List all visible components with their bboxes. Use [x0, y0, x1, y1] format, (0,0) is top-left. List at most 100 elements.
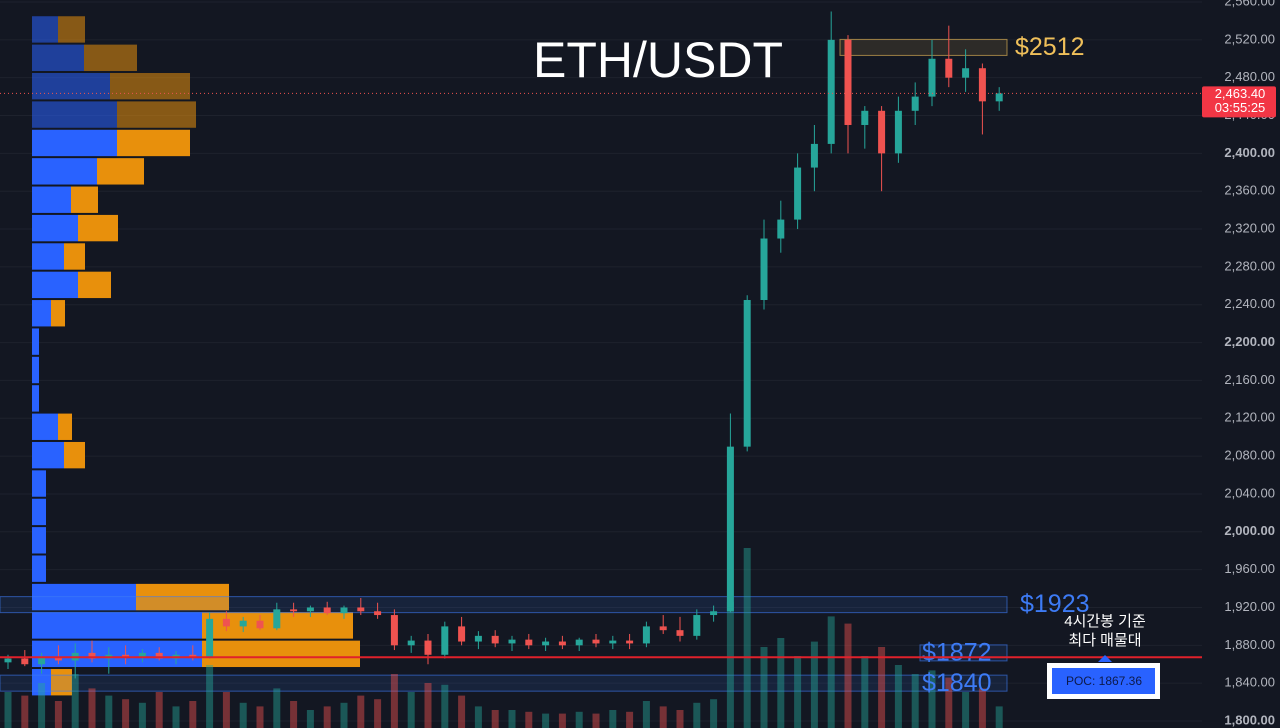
volume-bar [995, 706, 1003, 728]
last-price-label: 2,463.40 [1215, 86, 1266, 101]
candle-body [474, 635, 482, 642]
y-tick-label: 2,480.00 [1224, 69, 1275, 84]
candle-body [962, 68, 970, 78]
volume-bar [290, 701, 298, 728]
volume-bar [407, 692, 415, 728]
volume-bar [676, 710, 684, 728]
profile-sell-bar [117, 101, 196, 128]
candle-body [206, 618, 214, 657]
y-tick-label: 2,120.00 [1224, 410, 1275, 425]
volume-bar [88, 688, 96, 728]
candle-body [88, 652, 96, 659]
volume-bar [760, 647, 768, 728]
y-tick-label: 1,960.00 [1224, 561, 1275, 576]
volume-bar [122, 699, 130, 728]
candle-body [878, 110, 886, 154]
volume-bar [138, 702, 146, 728]
profile-buy-bar [32, 385, 39, 412]
volume-bar [172, 706, 180, 728]
candle-body [407, 640, 415, 646]
candle-body [38, 656, 46, 665]
volume-bar [945, 677, 953, 728]
profile-sell-bar [78, 214, 118, 242]
y-tick-label: 1,800.00 [1224, 712, 1275, 727]
candle-body [54, 656, 62, 661]
volume-bar [38, 683, 46, 728]
last-price-tag [1202, 86, 1276, 118]
volume-bar [390, 674, 398, 728]
candle-body [4, 658, 12, 663]
profile-buy-bar [32, 612, 202, 639]
profile-sell-bar [58, 16, 85, 43]
profile-sell-bar [117, 129, 190, 157]
volume-bar [306, 710, 314, 728]
level-label: $1923 [1020, 590, 1090, 618]
profile-buy-bar [32, 101, 117, 128]
candle-body [273, 609, 281, 629]
volume-bar [491, 710, 499, 728]
y-tick-label: 2,240.00 [1224, 296, 1275, 311]
profile-buy-bar [32, 73, 110, 100]
volume-bar [256, 706, 264, 728]
y-tick-label: 1,840.00 [1224, 675, 1275, 690]
volume-bar [575, 711, 583, 728]
poc-note: 4시간봉 기준 [1064, 613, 1146, 630]
volume-bar [424, 683, 432, 728]
candle-body [441, 626, 449, 655]
y-tick-label: 2,040.00 [1224, 485, 1275, 500]
candle-body [323, 607, 331, 614]
candle-body [138, 652, 146, 657]
volume-bar [155, 692, 163, 728]
volume-bar [239, 702, 247, 728]
profile-buy-bar [32, 16, 58, 43]
candle-body [710, 611, 718, 616]
profile-sell-bar [64, 243, 85, 270]
volume-bar [323, 706, 331, 728]
candle-body [122, 654, 130, 657]
level-label: $1872 [922, 638, 992, 666]
volume-bar [508, 710, 516, 728]
profile-sell-bar [84, 44, 137, 72]
candle-body [945, 58, 953, 78]
poc-box [1052, 668, 1155, 694]
candle-body [911, 96, 919, 111]
profile-sell-bar [51, 300, 65, 327]
volume-bar [743, 548, 751, 728]
candle-body [424, 640, 432, 655]
profile-buy-bar [32, 470, 46, 497]
level-label: $1840 [922, 669, 992, 697]
candle-body [861, 110, 869, 125]
volume-bar [273, 688, 281, 728]
y-tick-label: 1,880.00 [1224, 637, 1275, 652]
volume-bar [928, 670, 936, 728]
candle-body [575, 639, 583, 646]
candle-body [609, 640, 617, 644]
volume-bar [105, 695, 113, 728]
y-tick-label: 2,000.00 [1224, 523, 1275, 538]
profile-buy-bar [32, 271, 78, 299]
volume-bar [726, 602, 734, 728]
volume-bar [710, 699, 718, 728]
volume-bar [592, 713, 600, 728]
profile-sell-bar [64, 441, 85, 469]
candle-body [978, 68, 986, 102]
volume-bar [978, 688, 986, 728]
volume-bar [794, 656, 802, 728]
volume-bar [189, 701, 197, 728]
volume-bar [962, 692, 970, 728]
profile-buy-bar [32, 640, 202, 668]
y-tick-label: 2,080.00 [1224, 448, 1275, 463]
candle-body [239, 620, 247, 627]
profile-buy-bar [32, 441, 64, 469]
candle-body [290, 609, 298, 612]
poc-pointer [1098, 655, 1112, 662]
volume-bar [844, 623, 852, 728]
y-tick-label: 2,280.00 [1224, 258, 1275, 273]
volume-bar [206, 665, 214, 728]
level-label: $2512 [1015, 33, 1085, 61]
y-tick-label: 2,200.00 [1224, 334, 1275, 349]
volume-bar [810, 641, 818, 728]
volume-bar [222, 692, 230, 728]
candle-body [592, 639, 600, 644]
